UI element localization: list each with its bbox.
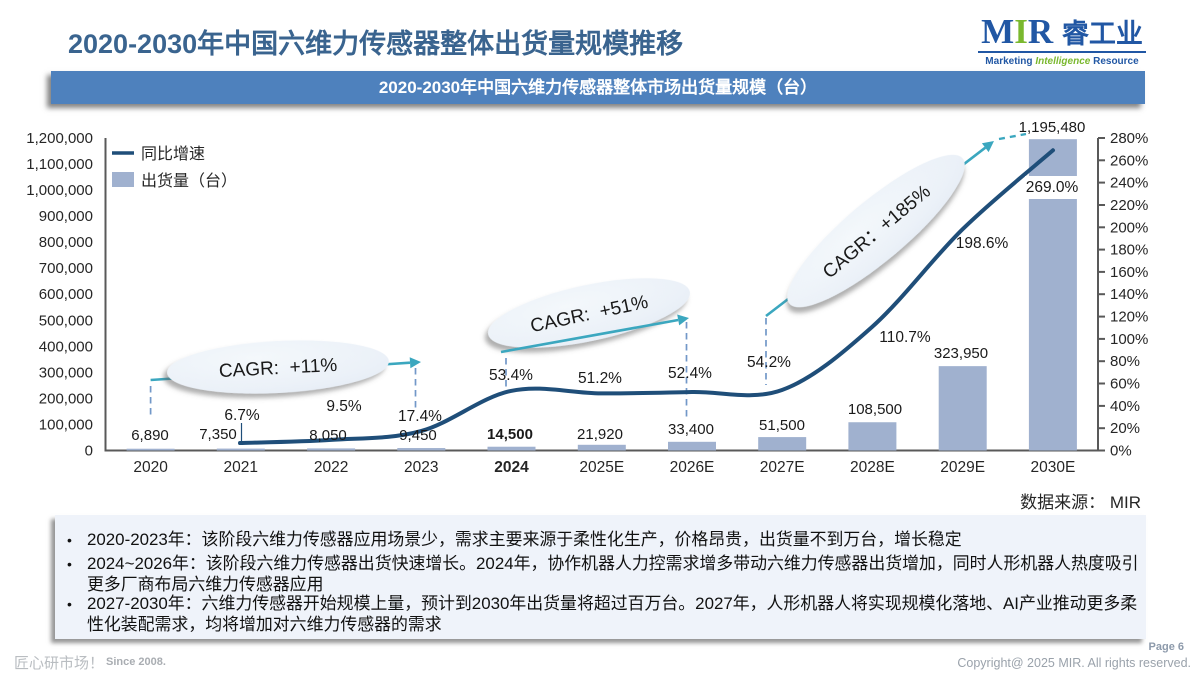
svg-text:53.4%: 53.4% <box>489 367 533 384</box>
svg-text:6.7%: 6.7% <box>224 407 260 424</box>
svg-text:260%: 260% <box>1110 152 1148 169</box>
svg-text:110.7%: 110.7% <box>879 329 931 346</box>
svg-text:323,950: 323,950 <box>934 345 988 362</box>
svg-text:2030E: 2030E <box>1030 459 1075 476</box>
svg-text:9.5%: 9.5% <box>326 398 362 415</box>
svg-text:21,920: 21,920 <box>577 426 623 443</box>
svg-text:2024: 2024 <box>494 459 529 476</box>
svg-text:240%: 240% <box>1110 175 1148 192</box>
svg-text:200%: 200% <box>1110 219 1148 236</box>
svg-text:700,000: 700,000 <box>39 260 93 277</box>
svg-text:6,890: 6,890 <box>131 427 169 444</box>
svg-text:180%: 180% <box>1110 242 1148 259</box>
svg-text:33,400: 33,400 <box>668 421 714 438</box>
svg-text:2026E: 2026E <box>670 459 715 476</box>
svg-text:2029E: 2029E <box>940 459 985 476</box>
svg-text:2027E: 2027E <box>760 459 805 476</box>
svg-text:54.2%: 54.2% <box>747 354 791 371</box>
svg-text:1,195,480: 1,195,480 <box>1019 119 1086 136</box>
svg-text:800,000: 800,000 <box>39 234 93 251</box>
svg-text:14,500: 14,500 <box>487 426 533 443</box>
svg-text:17.4%: 17.4% <box>398 408 442 425</box>
svg-text:280%: 280% <box>1110 130 1148 147</box>
svg-text:300,000: 300,000 <box>39 364 93 381</box>
svg-text:60%: 60% <box>1110 376 1140 393</box>
svg-text:220%: 220% <box>1110 197 1148 214</box>
svg-text:2022: 2022 <box>314 459 348 476</box>
svg-text:0%: 0% <box>1110 443 1132 460</box>
svg-text:51,500: 51,500 <box>759 417 805 434</box>
svg-text:400,000: 400,000 <box>39 338 93 355</box>
svg-text:51.2%: 51.2% <box>578 370 622 387</box>
svg-text:160%: 160% <box>1110 264 1148 281</box>
svg-text:108,500: 108,500 <box>848 401 902 418</box>
svg-text:269.0%: 269.0% <box>1026 179 1079 196</box>
svg-text:0: 0 <box>85 443 93 460</box>
svg-text:500,000: 500,000 <box>39 312 93 329</box>
svg-text:80%: 80% <box>1110 353 1140 370</box>
svg-text:100,000: 100,000 <box>39 417 93 434</box>
svg-text:100%: 100% <box>1110 331 1148 348</box>
svg-text:同比增速: 同比增速 <box>141 145 205 163</box>
svg-text:20%: 20% <box>1110 420 1140 437</box>
svg-text:600,000: 600,000 <box>39 286 93 303</box>
svg-text:2020: 2020 <box>133 459 168 476</box>
svg-text:1,100,000: 1,100,000 <box>26 156 93 173</box>
svg-text:9,450: 9,450 <box>399 427 437 444</box>
svg-text:140%: 140% <box>1110 286 1148 303</box>
svg-text:7,350: 7,350 <box>199 426 237 443</box>
svg-text:40%: 40% <box>1110 398 1140 415</box>
svg-text:200,000: 200,000 <box>39 390 93 407</box>
svg-text:120%: 120% <box>1110 309 1148 326</box>
svg-text:198.6%: 198.6% <box>956 235 1009 252</box>
svg-text:900,000: 900,000 <box>39 208 93 225</box>
svg-text:出货量（台）: 出货量（台） <box>141 172 237 190</box>
svg-text:2023: 2023 <box>404 459 438 476</box>
svg-text:2021: 2021 <box>224 459 258 476</box>
svg-text:1,000,000: 1,000,000 <box>26 182 93 199</box>
svg-text:2028E: 2028E <box>850 459 895 476</box>
svg-text:8,050: 8,050 <box>309 427 347 444</box>
svg-text:2025E: 2025E <box>579 459 624 476</box>
svg-text:1,200,000: 1,200,000 <box>26 130 93 147</box>
svg-text:52.4%: 52.4% <box>668 365 712 382</box>
